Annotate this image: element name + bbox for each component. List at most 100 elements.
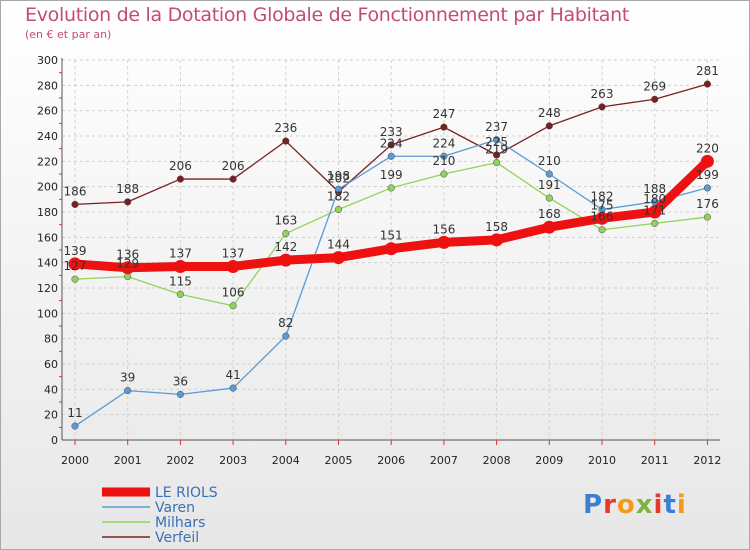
y-tick-label: 220 bbox=[37, 155, 58, 168]
y-tick-label: 300 bbox=[37, 54, 58, 67]
data-point bbox=[71, 200, 79, 208]
x-tick-label: 2011 bbox=[641, 454, 669, 467]
data-label: 136 bbox=[116, 248, 139, 262]
data-point bbox=[493, 151, 501, 159]
data-point bbox=[387, 184, 395, 192]
data-point bbox=[71, 275, 79, 283]
data-point bbox=[226, 259, 240, 273]
data-point bbox=[71, 422, 79, 430]
data-point bbox=[703, 184, 711, 192]
data-label: 206 bbox=[222, 159, 245, 173]
data-label: 175 bbox=[591, 198, 614, 212]
proxiti-logo: Proxiti bbox=[583, 490, 687, 520]
series-varen bbox=[71, 136, 711, 430]
data-label: 199 bbox=[696, 168, 719, 182]
y-tick-label: 120 bbox=[37, 282, 58, 295]
data-label: 202 bbox=[327, 172, 350, 186]
data-point bbox=[545, 170, 553, 178]
logo-letter: o bbox=[616, 490, 636, 520]
data-label: 263 bbox=[591, 87, 614, 101]
data-label: 36 bbox=[173, 374, 188, 388]
data-point bbox=[703, 213, 711, 221]
x-tick-label: 2007 bbox=[430, 454, 458, 467]
data-label: 41 bbox=[225, 368, 240, 382]
data-point bbox=[595, 211, 609, 225]
data-label: 269 bbox=[643, 79, 666, 93]
y-tick-label: 260 bbox=[37, 105, 58, 118]
data-point bbox=[700, 154, 714, 168]
data-point bbox=[648, 205, 662, 219]
data-point bbox=[651, 198, 659, 206]
data-label: 11 bbox=[67, 406, 82, 420]
data-point bbox=[124, 273, 132, 281]
legend-label: Milhars bbox=[155, 515, 205, 531]
axes: 0 20 40 60 80 100 120 140 160 180 200 220 240 260 280 3… bbox=[37, 54, 721, 467]
y-tick-label: 160 bbox=[37, 231, 58, 244]
data-point bbox=[229, 302, 237, 310]
legend-label: Verfeil bbox=[155, 530, 199, 546]
data-labels: 186 188 206 206 236 202 233 247 225 248 263 269 281 1… bbox=[64, 64, 719, 420]
data-label: 220 bbox=[696, 141, 719, 155]
y-tick-label: 100 bbox=[37, 307, 58, 320]
data-point bbox=[387, 141, 395, 149]
data-point bbox=[440, 170, 448, 178]
chart-title: Evolution de la Dotation Globale de Fonc… bbox=[25, 4, 630, 26]
data-label: 142 bbox=[274, 240, 297, 254]
series-verfeil bbox=[71, 80, 711, 208]
data-label: 233 bbox=[380, 125, 403, 139]
data-label: 166 bbox=[591, 210, 614, 224]
data-label: 180 bbox=[643, 192, 666, 206]
logo-letter: x bbox=[635, 490, 654, 520]
data-point bbox=[703, 80, 711, 88]
y-tick-label: 280 bbox=[37, 79, 58, 92]
data-point bbox=[121, 261, 135, 275]
data-point bbox=[651, 95, 659, 103]
data-label: 188 bbox=[643, 182, 666, 196]
data-label: 191 bbox=[538, 178, 561, 192]
data-label: 199 bbox=[380, 168, 403, 182]
data-label: 163 bbox=[274, 214, 297, 228]
legend-label: Varen bbox=[155, 500, 195, 516]
y-tick-label: 200 bbox=[37, 181, 58, 194]
data-label: 281 bbox=[696, 64, 719, 78]
series-milhars bbox=[71, 159, 711, 310]
data-label: 137 bbox=[169, 246, 192, 260]
y-tick-label: 140 bbox=[37, 257, 58, 270]
data-label: 158 bbox=[485, 220, 508, 234]
data-label: 188 bbox=[116, 182, 139, 196]
data-label: 139 bbox=[64, 244, 87, 258]
y-tick-label: 40 bbox=[44, 383, 58, 396]
data-label: 224 bbox=[380, 136, 403, 150]
data-point bbox=[490, 233, 504, 247]
x-tick-label: 2004 bbox=[272, 454, 300, 467]
data-label: 144 bbox=[327, 238, 350, 252]
data-point bbox=[124, 387, 132, 395]
data-label: 39 bbox=[120, 371, 135, 385]
data-point bbox=[651, 219, 659, 227]
data-point bbox=[334, 205, 343, 214]
data-point bbox=[332, 251, 345, 265]
x-tick-label: 2006 bbox=[377, 454, 405, 467]
data-point bbox=[68, 257, 82, 271]
data-label: 247 bbox=[432, 107, 455, 121]
y-tick-label: 60 bbox=[44, 358, 58, 371]
y-tick-label: 20 bbox=[44, 409, 58, 422]
x-tick-label: 2010 bbox=[588, 454, 616, 467]
data-point bbox=[176, 290, 184, 298]
y-tick-label: 80 bbox=[44, 333, 58, 346]
data-point bbox=[334, 185, 343, 193]
data-point bbox=[124, 198, 132, 206]
x-tick-label: 2003 bbox=[219, 454, 247, 467]
logo-letter: r bbox=[603, 490, 617, 520]
x-tick-label: 2000 bbox=[61, 454, 89, 467]
data-point bbox=[437, 235, 451, 249]
data-label: 236 bbox=[274, 121, 297, 135]
x-tick-label: 2002 bbox=[166, 454, 194, 467]
data-label: 127 bbox=[64, 259, 87, 273]
data-label: 129 bbox=[116, 257, 139, 271]
data-point bbox=[440, 123, 448, 131]
data-point bbox=[229, 384, 237, 392]
data-point bbox=[493, 136, 501, 144]
data-point bbox=[176, 390, 184, 398]
